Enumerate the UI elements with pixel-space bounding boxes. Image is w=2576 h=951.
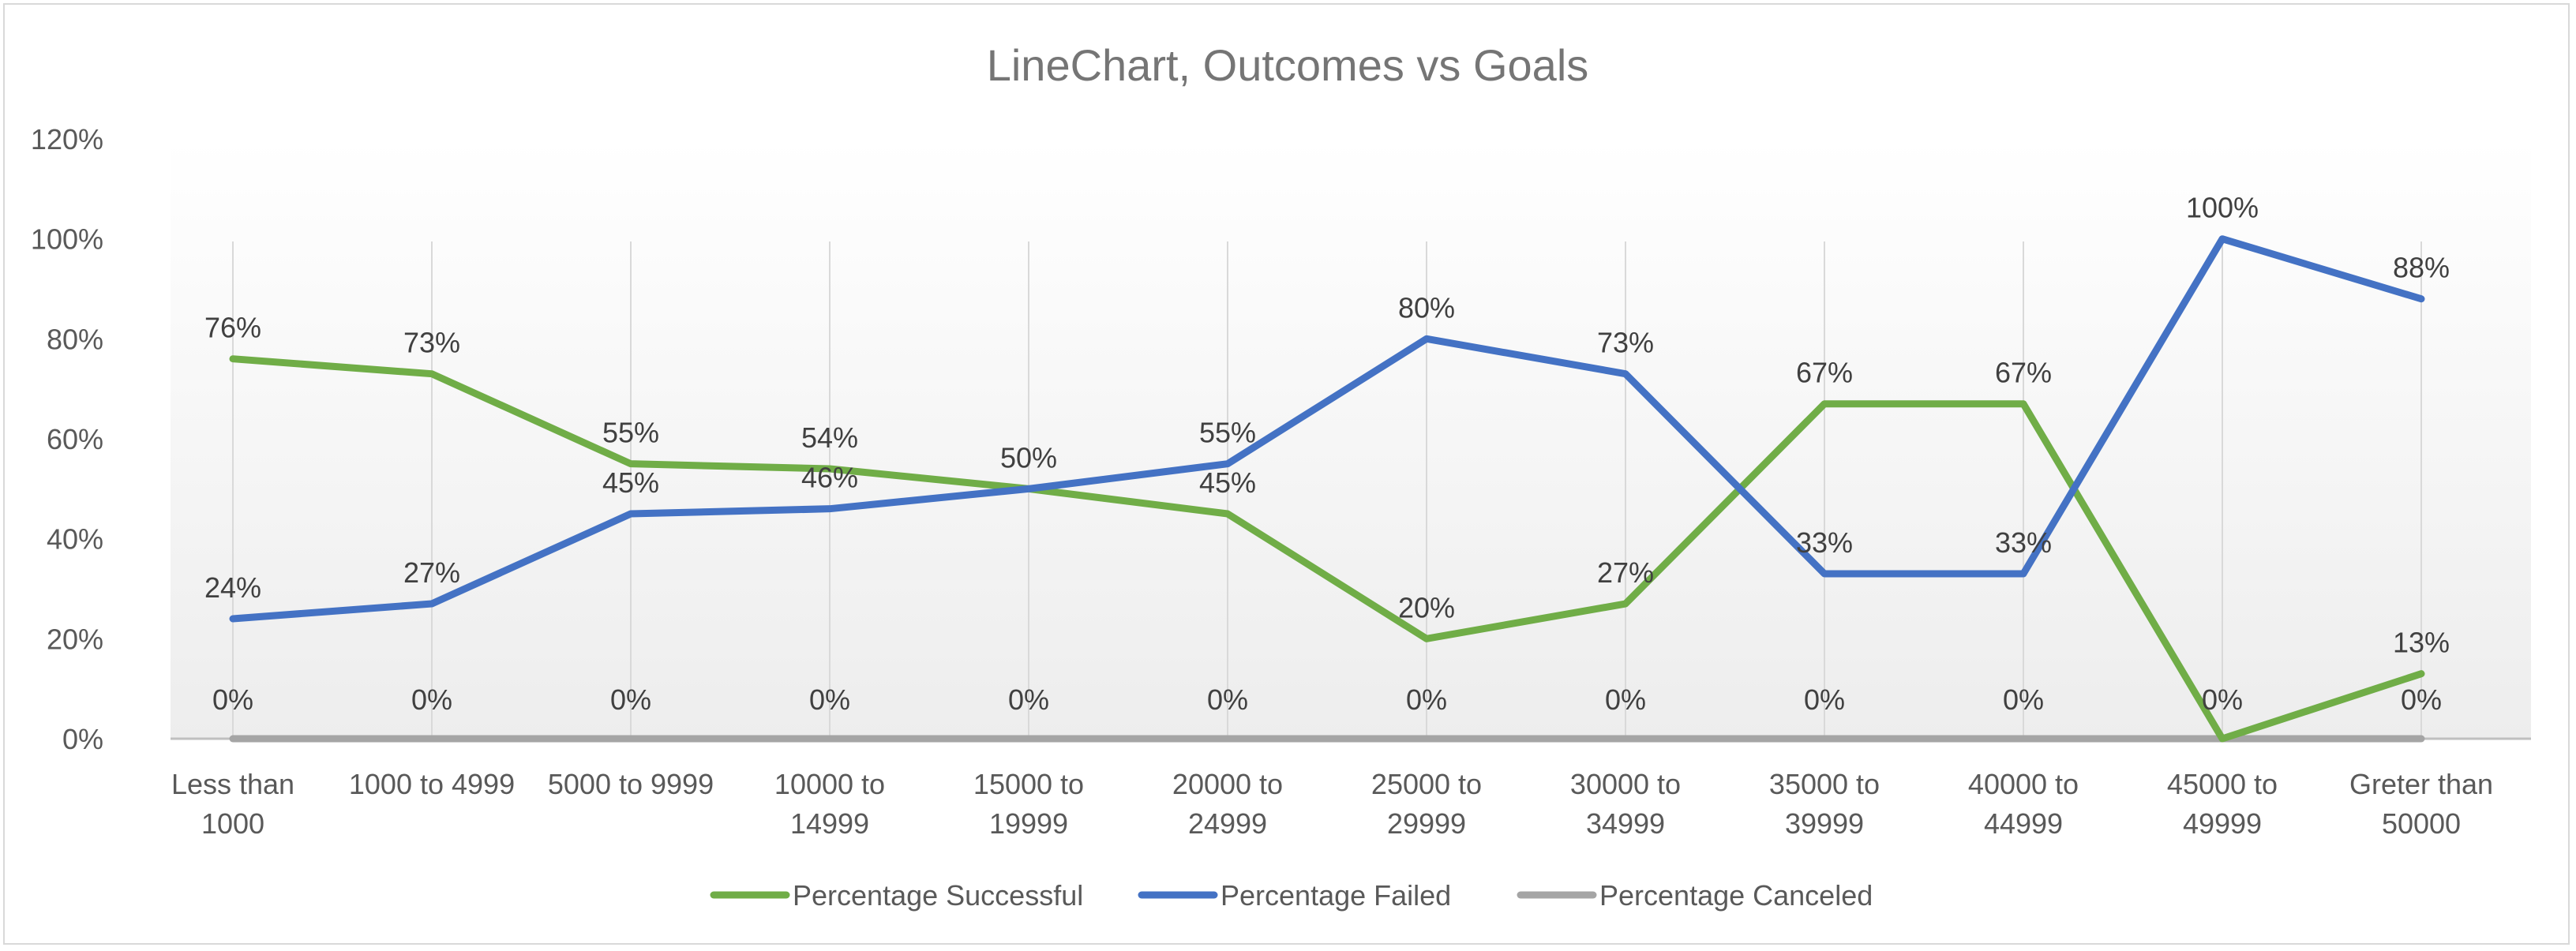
x-tick-label: 35000 to 39999 (1769, 768, 1880, 840)
data-label: 67% (1796, 357, 1853, 389)
legend-label: Percentage Successful (793, 879, 1083, 912)
x-tick-label: Greter than 50000 (2349, 768, 2493, 840)
data-label: 0% (1406, 683, 1447, 716)
legend-label: Percentage Canceled (1599, 879, 1873, 912)
x-tick-label: 40000 to 44999 (1968, 768, 2079, 840)
data-label: 0% (610, 683, 651, 716)
data-label: 0% (212, 683, 253, 716)
data-label: 0% (809, 683, 850, 716)
legend-label: Percentage Failed (1221, 879, 1451, 912)
x-tick-label: 45000 to 49999 (2167, 768, 2278, 840)
data-label: 20% (1398, 591, 1455, 623)
legend-item: Percentage Failed (1138, 879, 1451, 912)
x-axis: Less than 1000 1000 to 4999 5000 to 9999 100… (171, 768, 2493, 840)
x-tick-label: 5000 to 9999 (548, 768, 714, 800)
x-tick-label: 25000 to 29999 (1371, 768, 1482, 840)
data-label: 0% (2202, 683, 2243, 716)
series-line-percentage-failed (229, 235, 2425, 623)
data-label: 73% (403, 327, 460, 359)
x-tick-label: Less than 1000 (171, 768, 294, 840)
legend-item: Percentage Canceled (1517, 879, 1873, 912)
data-label: 73% (1597, 327, 1654, 359)
data-label: 24% (204, 571, 261, 604)
y-tick-label: 0% (62, 723, 103, 755)
legend: Percentage Successful Percentage Failed Pe… (710, 879, 1873, 912)
legend-item: Percentage Successful (710, 879, 1083, 912)
data-label: 33% (1796, 526, 1853, 559)
data-label: 33% (1995, 526, 2052, 559)
x-tick-label: 10000 to 14999 (774, 768, 885, 840)
x-tick-label: 1000 to 4999 (349, 768, 515, 800)
chart-title: LineChart, Outcomes vs Goals (987, 40, 1589, 90)
y-tick-label: 60% (47, 423, 103, 455)
series-line-percentage-successful (229, 355, 2425, 743)
data-label: 0% (1605, 683, 1646, 716)
data-label: 27% (403, 556, 460, 589)
data-label: 0% (1207, 683, 1248, 716)
data-label: 0% (411, 683, 452, 716)
data-label: 27% (1597, 556, 1654, 589)
line-chart: LineChart, Outcomes vs Goals 0% 20% 40% 60%… (31, 40, 2531, 912)
data-label: 50% (1000, 441, 1057, 474)
data-label: 55% (1199, 417, 1256, 449)
data-label: 0% (2003, 683, 2044, 716)
x-tick-label: 20000 to 24999 (1172, 768, 1283, 840)
data-label: 0% (1804, 683, 1845, 716)
plot-area (171, 139, 2531, 739)
data-label: 67% (1995, 357, 2052, 389)
data-label: 55% (602, 417, 659, 449)
data-label: 76% (204, 312, 261, 344)
y-tick-label: 100% (31, 223, 103, 256)
data-label: 0% (1008, 683, 1049, 716)
data-label: 45% (1199, 466, 1256, 499)
series-lines (229, 235, 2425, 743)
data-labels: 76% 73% 55% 54% 50% 45% 20% 27% 67% 67% 13% 24% 27% 4… (204, 192, 2450, 716)
data-label: 46% (801, 462, 858, 494)
data-label: 80% (1398, 291, 1455, 324)
data-label: 100% (2186, 192, 2259, 224)
data-label: 54% (801, 421, 858, 454)
y-tick-label: 40% (47, 523, 103, 556)
data-label: 45% (602, 466, 659, 499)
data-label: 13% (2393, 627, 2450, 659)
chart-frame: LineChart, Outcomes vs Goals 0% 20% 40% 60%… (3, 3, 2570, 945)
data-label: 0% (2401, 683, 2442, 716)
x-tick-label: 30000 to 34999 (1570, 768, 1681, 840)
data-label: 88% (2393, 252, 2450, 284)
y-tick-label: 20% (47, 623, 103, 655)
y-tick-label: 120% (31, 123, 103, 155)
x-tick-label: 15000 to 19999 (973, 768, 1084, 840)
y-axis: 0% 20% 40% 60% 80% 100% 120% (31, 123, 103, 755)
y-tick-label: 80% (47, 323, 103, 355)
